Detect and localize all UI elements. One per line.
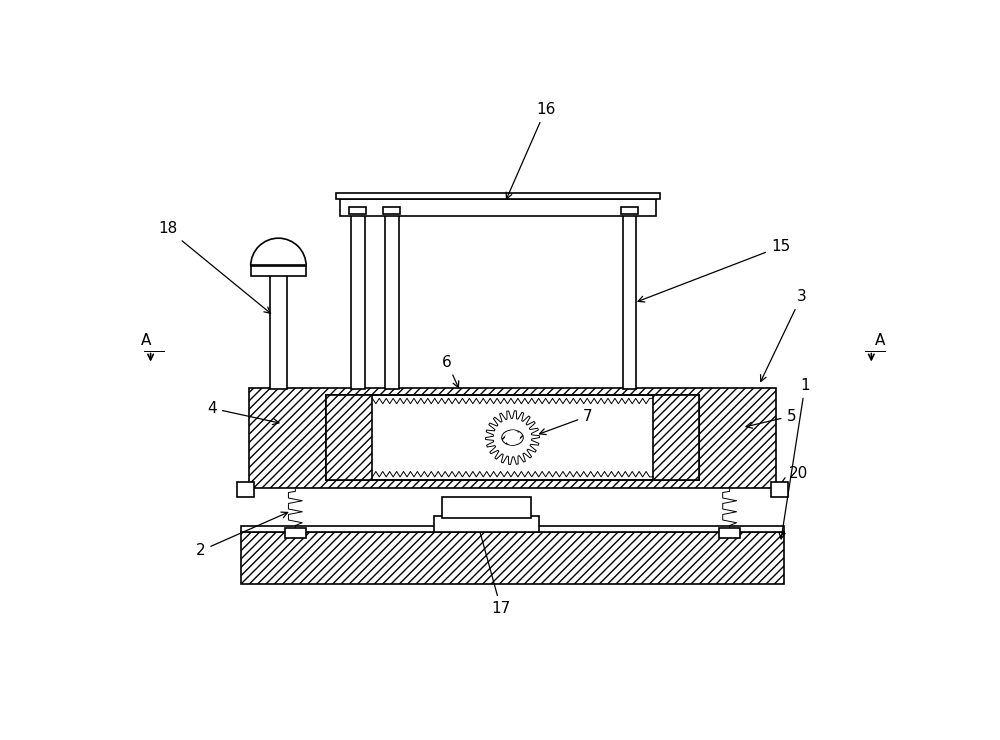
Text: 4: 4 bbox=[207, 401, 279, 425]
Ellipse shape bbox=[502, 430, 523, 445]
Text: 20: 20 bbox=[781, 466, 809, 483]
Text: 16: 16 bbox=[506, 102, 555, 199]
Bar bbox=[442, 497, 531, 519]
Text: 15: 15 bbox=[638, 239, 790, 302]
Bar bbox=[326, 395, 372, 480]
Bar bbox=[349, 207, 366, 214]
Bar bbox=[326, 395, 699, 480]
Bar bbox=[249, 388, 776, 488]
Text: 5: 5 bbox=[746, 408, 796, 428]
Text: 17: 17 bbox=[476, 522, 511, 616]
Text: 2: 2 bbox=[196, 512, 288, 558]
Text: A: A bbox=[141, 332, 152, 348]
Text: 7: 7 bbox=[540, 408, 593, 434]
Text: 1: 1 bbox=[779, 377, 810, 539]
Bar bbox=[270, 266, 287, 389]
Bar bbox=[336, 192, 660, 199]
Circle shape bbox=[506, 431, 519, 445]
Bar bbox=[241, 531, 784, 584]
Bar bbox=[351, 214, 365, 389]
Bar bbox=[621, 207, 638, 214]
Bar bbox=[771, 482, 788, 497]
Bar bbox=[623, 214, 636, 389]
Bar bbox=[383, 207, 400, 214]
Text: 6: 6 bbox=[442, 354, 459, 388]
Text: A: A bbox=[874, 332, 885, 348]
Polygon shape bbox=[486, 411, 539, 465]
Bar bbox=[237, 482, 254, 497]
Bar bbox=[653, 395, 699, 480]
Bar bbox=[285, 528, 306, 539]
Bar bbox=[434, 517, 539, 531]
Bar bbox=[251, 265, 306, 276]
Bar bbox=[241, 526, 784, 531]
Bar bbox=[719, 528, 740, 539]
Bar bbox=[340, 199, 656, 216]
Text: 3: 3 bbox=[761, 289, 806, 382]
Bar bbox=[385, 214, 399, 389]
Text: 18: 18 bbox=[158, 221, 271, 313]
